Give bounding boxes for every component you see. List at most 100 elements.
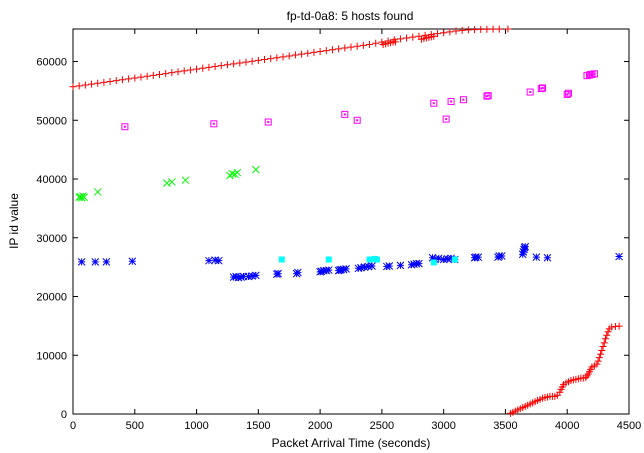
data-point [556, 388, 564, 396]
data-point [396, 261, 405, 270]
data-point [520, 245, 528, 254]
data-point-center [593, 72, 596, 75]
data-point [594, 357, 602, 365]
data-point [137, 73, 145, 81]
data-point-center [343, 113, 346, 116]
data-point [415, 259, 423, 268]
y-tick-label: 20000 [36, 292, 67, 304]
data-point [407, 260, 416, 269]
data-point [339, 265, 348, 274]
data-point [372, 39, 380, 47]
data-point-center [487, 94, 490, 97]
data-point [112, 77, 120, 85]
data-point-center [445, 118, 448, 121]
data-point [278, 256, 285, 263]
data-point [474, 253, 483, 262]
data-point [543, 253, 552, 262]
data-point [433, 30, 441, 38]
series-3 [77, 242, 623, 282]
data-point [443, 255, 452, 263]
x-tick-label: 4000 [555, 420, 579, 432]
data-point [430, 32, 438, 40]
data-point [341, 44, 349, 52]
data-point [125, 75, 133, 83]
y-tick-label: 60000 [36, 57, 67, 69]
data-point [174, 68, 182, 76]
data-point [167, 178, 176, 186]
x-tick-label: 4500 [617, 420, 641, 432]
series-1 [121, 70, 598, 131]
data-point [77, 257, 86, 266]
data-point [131, 74, 139, 82]
data-point [211, 256, 219, 264]
data-series [69, 25, 623, 417]
data-point [180, 67, 188, 75]
chart-title: fp-td-0a8: 5 hosts found [287, 9, 414, 23]
y-tick-label: 10000 [36, 350, 67, 362]
data-point [396, 35, 404, 43]
data-point [446, 28, 454, 36]
data-point [353, 116, 361, 124]
data-point [91, 257, 100, 266]
data-point [274, 269, 282, 278]
data-point [410, 260, 418, 269]
data-point [279, 53, 287, 61]
data-point [590, 70, 598, 78]
data-point [497, 252, 506, 260]
data-point [242, 58, 250, 66]
data-point [428, 253, 437, 262]
data-point [205, 63, 213, 71]
data-point [599, 342, 607, 350]
data-point [459, 96, 467, 104]
data-point-center [485, 95, 488, 98]
data-point [273, 54, 281, 62]
data-point [368, 262, 376, 270]
data-point [294, 268, 302, 277]
data-point [409, 33, 417, 41]
data-point [261, 55, 269, 63]
data-point [324, 266, 333, 274]
data-point [354, 264, 363, 273]
data-point [199, 64, 207, 72]
data-point [364, 262, 373, 271]
data-point [526, 88, 534, 96]
data-point [121, 123, 129, 131]
data-point [80, 193, 88, 202]
data-point [598, 347, 606, 355]
data-point [597, 350, 605, 358]
data-point-center [566, 93, 569, 96]
data-point [537, 85, 545, 93]
data-point-center [588, 74, 591, 77]
data-point [304, 49, 312, 57]
data-point [357, 263, 365, 272]
data-point [434, 254, 443, 263]
series-4 [278, 255, 458, 266]
data-point [118, 76, 126, 84]
data-point [342, 265, 350, 273]
data-point [186, 66, 194, 74]
data-point [521, 242, 530, 251]
data-point [539, 84, 547, 92]
data-point [603, 331, 611, 339]
data-point-center [567, 92, 570, 95]
y-tick-label: 0 [61, 409, 67, 421]
data-point [149, 71, 157, 79]
data-point [447, 254, 455, 263]
series-0 [69, 25, 623, 417]
data-point [477, 25, 485, 33]
data-point [442, 115, 450, 123]
data-point-center [450, 100, 453, 103]
data-point [328, 46, 336, 54]
x-tick-label: 2000 [308, 420, 332, 432]
data-point [483, 25, 491, 33]
y-axis-ticks: 0 10000 20000 30000 40000 50000 60000 [36, 57, 629, 421]
data-point [451, 256, 458, 263]
data-point [604, 328, 612, 336]
data-point [504, 25, 512, 33]
data-point [366, 256, 373, 263]
data-point [341, 110, 349, 118]
data-point [88, 80, 96, 88]
x-tick-label: 3000 [431, 420, 455, 432]
data-point [382, 262, 391, 271]
data-point [239, 272, 248, 281]
